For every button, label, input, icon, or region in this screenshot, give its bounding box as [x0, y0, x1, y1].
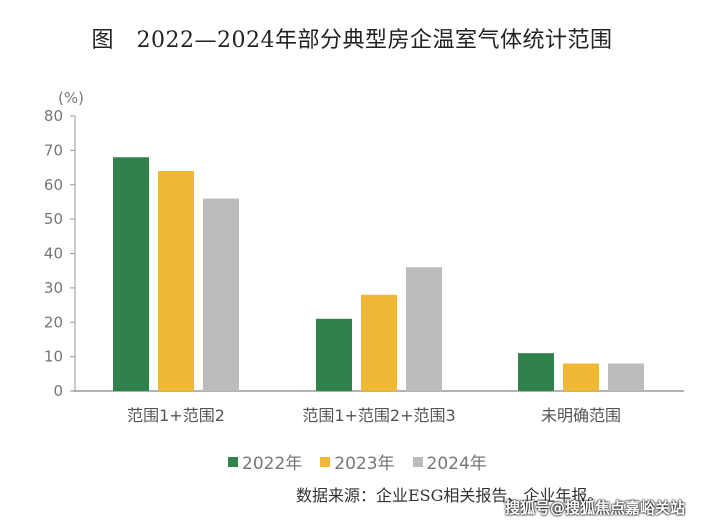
legend-swatch — [412, 456, 423, 467]
bar-2023-1 — [361, 294, 397, 391]
bar-2023-0 — [158, 171, 194, 391]
bar-chart: (%) 0 10 20 30 40 50 60 70 80 范围1+范围2 范围1+范围2+范围3 未… — [44, 89, 684, 425]
y-tick-label: 60 — [44, 176, 63, 194]
y-tick-label: 70 — [44, 141, 63, 159]
legend-item: 2024年 — [412, 449, 487, 474]
bar-2024-0 — [203, 198, 239, 391]
watermark: 搜狐号@搜狐焦点嘉峪关站 — [505, 499, 686, 517]
x-category-label: 未明确范围 — [541, 406, 621, 425]
y-axis-unit: (%) — [58, 89, 84, 107]
y-tick-label: 10 — [44, 348, 63, 366]
y-tick-label: 20 — [44, 313, 63, 331]
y-tick-label: 50 — [44, 210, 63, 228]
legend-label: 2024年 — [426, 454, 487, 474]
legend-swatch — [320, 456, 331, 467]
y-tick-label: 0 — [53, 382, 63, 400]
legend-swatch — [228, 456, 238, 467]
y-tick-label: 30 — [44, 279, 63, 297]
bar-2023-2 — [563, 363, 599, 391]
legend-label: 2022年 — [242, 454, 303, 474]
bar-2022-0 — [113, 157, 149, 391]
legend-item: 2023年 — [320, 449, 395, 474]
bar-2024-1 — [406, 267, 442, 391]
bar-2022-2 — [518, 353, 554, 391]
y-tick-label: 40 — [44, 245, 63, 263]
y-tick-label: 80 — [44, 107, 63, 125]
bar-2022-1 — [316, 318, 352, 391]
x-category-label: 范围1+范围2+范围3 — [302, 406, 455, 425]
source-note: 数据来源：企业ESG相关报告、企业年报。 — [296, 486, 604, 505]
bar-2024-2 — [608, 363, 644, 391]
x-category-label: 范围1+范围2 — [127, 406, 225, 425]
legend-label: 2023年 — [334, 454, 395, 474]
chart-title: 图 2022—2024年部分典型房企温室气体统计范围 — [91, 28, 613, 53]
legend: 2022年 2023年 2024年 — [228, 449, 487, 474]
legend-item: 2022年 — [228, 449, 302, 474]
